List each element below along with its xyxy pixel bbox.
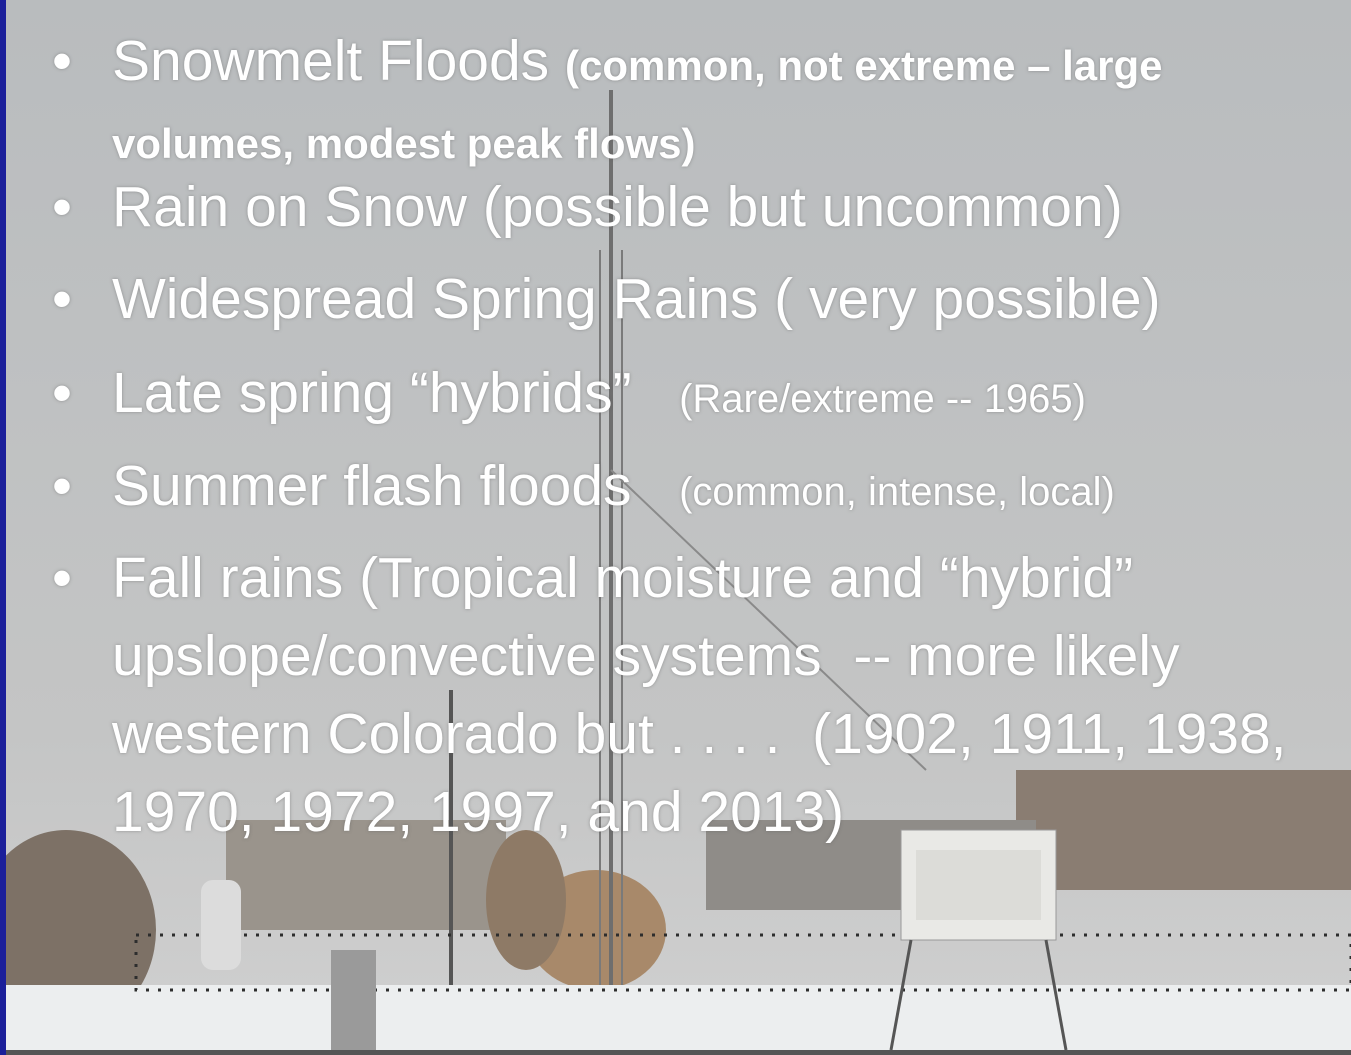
bullet-text: Late spring “hybrids” bbox=[112, 361, 632, 425]
bullet: •Widespread Spring Rains ( very possible… bbox=[52, 260, 1332, 338]
bullet-text: Snowmelt Floods bbox=[112, 29, 549, 93]
slide: •Snowmelt Floods (common, not extreme – … bbox=[0, 0, 1351, 1055]
bullet-text: Summer flash floods bbox=[112, 454, 632, 518]
bullet: •Fall rains (Tropical moisture and “hybr… bbox=[52, 539, 1302, 851]
bullet-text: Rain on Snow (possible but uncommon) bbox=[112, 168, 1332, 246]
bullet: •Late spring “hybrids” (Rare/extreme -- … bbox=[52, 354, 1332, 438]
bullet-note: (Rare/extreme -- 1965) bbox=[679, 377, 1086, 421]
bullet-text: Widespread Spring Rains ( very possible) bbox=[112, 260, 1332, 338]
bullet: •Snowmelt Floods (common, not extreme – … bbox=[52, 22, 1332, 178]
bullet-note: (common, intense, local) bbox=[679, 470, 1115, 514]
bullet: •Summer flash floods (common, intense, l… bbox=[52, 447, 1332, 531]
bullet: •Rain on Snow (possible but uncommon) bbox=[52, 168, 1332, 246]
bullet-text: Fall rains (Tropical moisture and “hybri… bbox=[112, 539, 1302, 851]
